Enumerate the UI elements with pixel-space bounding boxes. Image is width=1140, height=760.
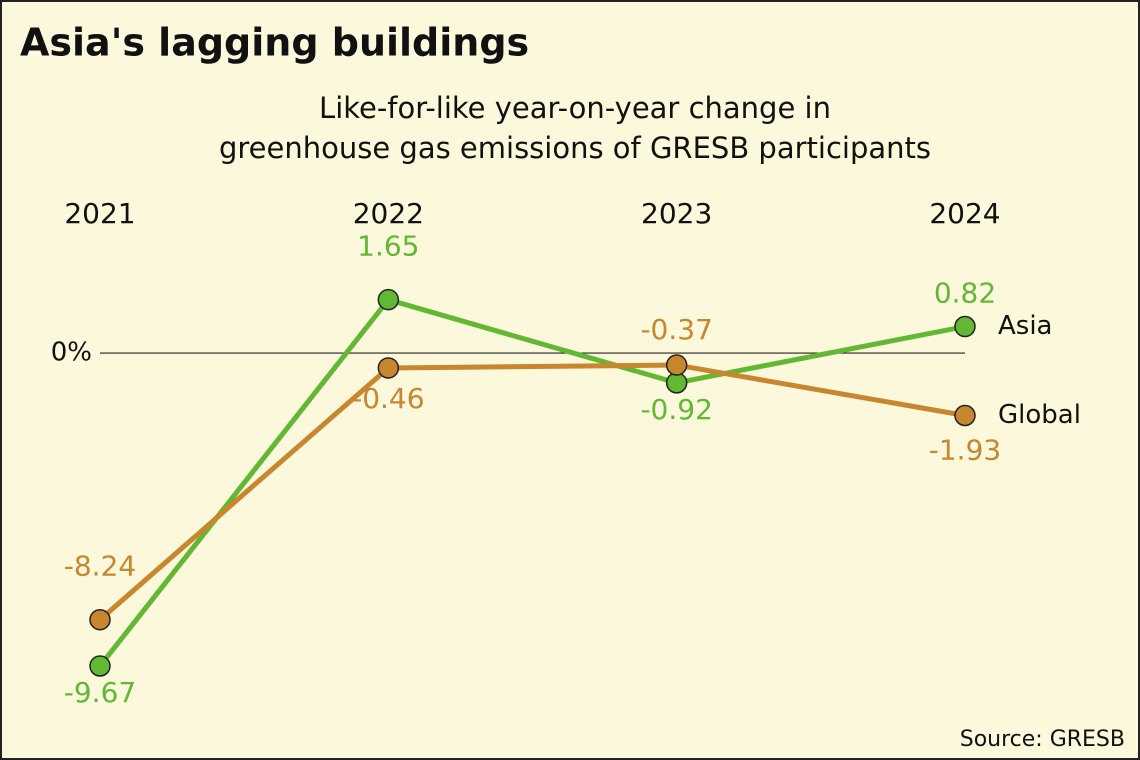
x-tick-label: 2023 — [641, 197, 712, 230]
data-label: -9.67 — [64, 676, 136, 709]
point — [954, 315, 976, 338]
point — [89, 608, 111, 631]
chart-title: Asia's lagging buildings — [20, 21, 529, 65]
series-line — [98, 297, 966, 668]
chart-subtitle: greenhouse gas emissions of GRESB partic… — [219, 131, 931, 165]
data-label: -0.92 — [640, 393, 712, 426]
x-tick-label: 2022 — [353, 197, 424, 230]
point — [377, 357, 400, 379]
point — [954, 404, 976, 427]
data-label: 1.65 — [357, 230, 419, 263]
chart-subtitle: Like-for-like year-on-year change in — [319, 91, 831, 125]
data-label: -0.37 — [640, 313, 712, 346]
series-line — [98, 362, 966, 622]
x-tick-label: 2024 — [929, 197, 1000, 230]
y-tick-label: 0% — [51, 338, 92, 368]
point — [665, 354, 688, 376]
source: Source: GRESB — [960, 727, 1125, 752]
point — [665, 372, 688, 394]
point — [377, 288, 400, 311]
data-label: -1.93 — [929, 434, 1001, 467]
legend-label: Asia — [998, 311, 1053, 341]
data-label: 0.82 — [934, 277, 996, 310]
legend-label: Global — [998, 400, 1081, 430]
data-label: -0.46 — [352, 382, 424, 415]
x-tick-label: 2021 — [64, 197, 135, 230]
point — [89, 655, 111, 677]
data-label: -8.24 — [64, 550, 136, 583]
